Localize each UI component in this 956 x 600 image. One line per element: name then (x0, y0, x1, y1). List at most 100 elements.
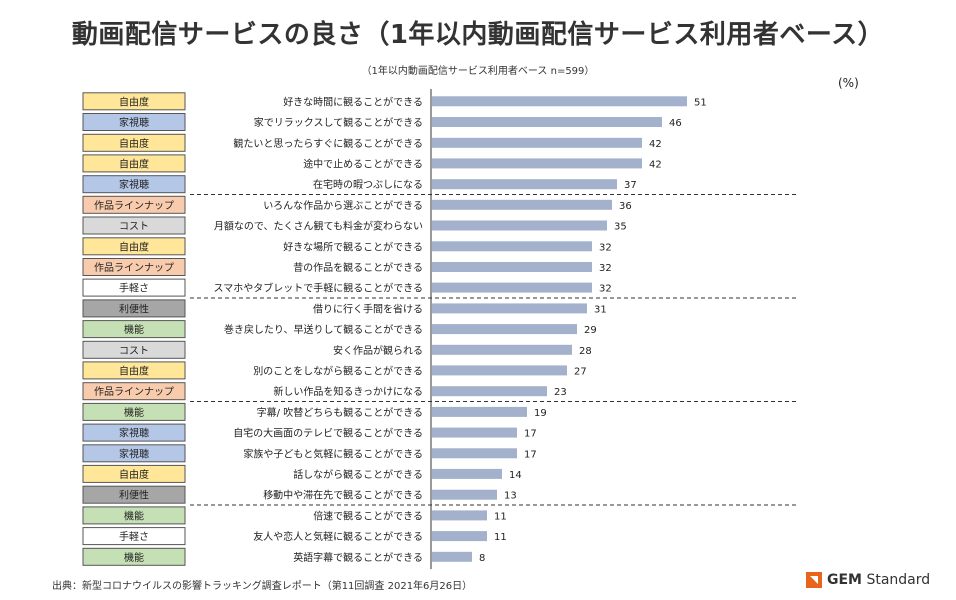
row-label: 移動中や滞在先で観ることができる (263, 489, 423, 502)
category-box (82, 547, 186, 566)
row-label: いろんな作品から選ぶことができる (263, 199, 423, 212)
row-label: 家族や子どもと気軽に観ることができる (243, 447, 423, 460)
category-label: 自由度 (119, 157, 149, 170)
value-label: 14 (509, 470, 522, 481)
row-label: 字幕/ 吹替どちらも観ることができる (257, 406, 423, 419)
category-box (82, 113, 186, 131)
category-box (82, 133, 186, 152)
value-label: 32 (599, 263, 612, 274)
category-label: 手軽さ (119, 530, 149, 543)
category-box (82, 299, 186, 318)
row-label: 安く作品が観られる (333, 344, 423, 357)
bar (432, 117, 662, 127)
value-label: 51 (694, 97, 707, 108)
logo-bold: GEM (827, 572, 862, 588)
category-label: 作品ラインナップ (94, 200, 174, 212)
category-label: 機能 (124, 323, 144, 336)
row-label: 好きな場所で観ることができる (283, 240, 423, 253)
category-box (82, 216, 186, 235)
row-label: 在宅時の暇つぶしになる (313, 178, 423, 191)
bar (432, 179, 617, 190)
row-label: 友人や恋人と気軽に観ることができる (253, 530, 423, 543)
category-box (82, 444, 186, 463)
value-label: 32 (599, 242, 612, 253)
category-label: 家視聴 (119, 447, 149, 460)
value-label: 46 (669, 118, 682, 129)
row-label: 観たいと思ったらすぐに観ることができる (233, 137, 423, 150)
category-label: 自由度 (119, 240, 149, 253)
bar (432, 158, 642, 169)
category-box (82, 154, 186, 173)
category-label: 家視聴 (119, 178, 149, 191)
value-label: 11 (494, 511, 507, 522)
row-label: 昔の作品を観ることができる (293, 261, 423, 274)
value-label: 17 (524, 449, 537, 460)
value-label: 23 (554, 387, 567, 398)
bar (432, 448, 517, 459)
value-label: 13 (504, 491, 517, 502)
row-label: 新しい作品を知るきっかけになる (273, 385, 423, 398)
value-label: 8 (479, 553, 485, 564)
bar (432, 386, 547, 397)
bar (432, 551, 472, 562)
unit-label: (%) (838, 76, 859, 90)
category-label: 自由度 (119, 137, 149, 150)
source-note: 出典：新型コロナウイルスの影響トラッキング調査レポート（第11回調査 2021年… (52, 581, 473, 592)
bar (432, 427, 517, 438)
bar (432, 324, 577, 335)
row-label: 好きな時間に観ることができる (283, 95, 423, 108)
category-box (82, 92, 186, 111)
row-label: スマホやタブレットで手軽に観ることができる (214, 282, 424, 295)
category-label: コスト (119, 346, 149, 357)
row-label: 自宅の大画面のテレビで観ることができる (233, 427, 423, 440)
bar (432, 344, 572, 355)
bar (432, 406, 527, 417)
bar (432, 303, 587, 314)
row-label: 英語字幕で観ることができる (293, 551, 423, 564)
category-box (82, 258, 186, 276)
bar (432, 510, 487, 521)
category-label: 自由度 (119, 95, 149, 108)
category-label: 機能 (124, 406, 144, 419)
logo-icon (806, 572, 822, 588)
bar (432, 137, 642, 148)
category-box (82, 402, 186, 421)
value-label: 42 (649, 139, 662, 150)
category-box (82, 464, 186, 483)
category-box (82, 527, 186, 546)
value-label: 19 (534, 408, 547, 419)
category-box (82, 382, 186, 401)
value-label: 35 (614, 222, 627, 233)
logo-rest: Standard (862, 572, 931, 588)
category-label: 利便性 (119, 302, 149, 315)
row-label: 家でリラックスして観ることができる (254, 116, 423, 129)
brand-logo: GEM Standard (806, 571, 930, 589)
bar (432, 241, 592, 252)
value-label: 28 (579, 346, 592, 357)
page-title: 動画配信サービスの良さ（1年以内動画配信サービス利用者ベース） (71, 20, 885, 50)
bar (432, 468, 502, 479)
row-label: 借りに行く手間を省ける (313, 302, 423, 315)
value-label: 27 (574, 366, 587, 377)
row-label: 月額なので、たくさん観ても料金が変わらない (214, 220, 423, 233)
bar (432, 220, 607, 231)
category-label: コスト (119, 222, 149, 233)
category-label: 家視聴 (119, 116, 149, 129)
logo-text: GEM Standard (827, 572, 930, 588)
category-label: 手軽さ (119, 282, 149, 295)
category-label: 作品ラインナップ (94, 262, 174, 274)
category-box (82, 485, 186, 504)
row-label: 話しながら観ることができる (293, 468, 423, 481)
value-label: 11 (494, 532, 507, 543)
row-label: 巻き戻したり、早送りして観ることができる (224, 323, 423, 336)
value-label: 37 (624, 180, 637, 191)
category-box (82, 423, 186, 442)
category-box (82, 361, 186, 380)
category-label: 作品ラインナップ (94, 386, 174, 398)
row-label: 途中で止めることができる (303, 157, 423, 170)
category-box (82, 340, 186, 359)
value-label: 17 (524, 429, 537, 440)
value-label: 32 (599, 284, 612, 295)
category-label: 自由度 (119, 468, 149, 481)
